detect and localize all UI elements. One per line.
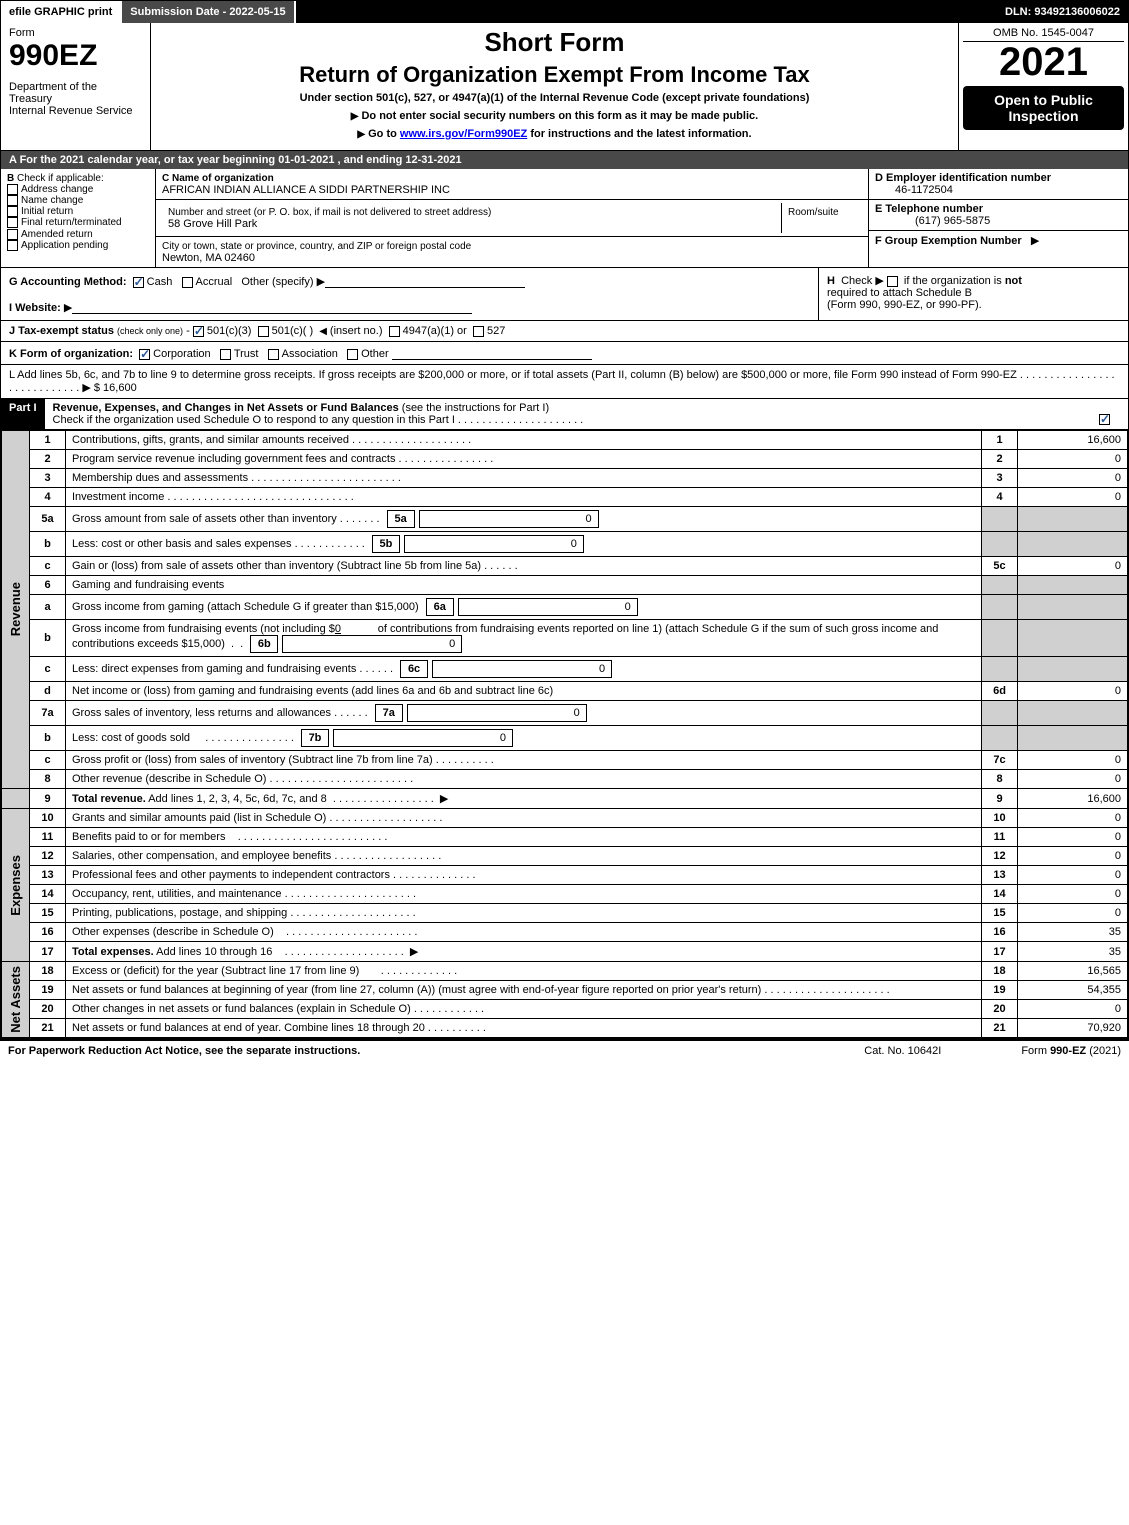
irs-link[interactable]: www.irs.gov/Form990EZ <box>400 128 527 140</box>
form-word: Form <box>9 27 142 39</box>
row-l: L Add lines 5b, 6c, and 7b to line 9 to … <box>1 365 1128 399</box>
org-name: AFRICAN INDIAN ALLIANCE A SIDDI PARTNERS… <box>162 184 450 196</box>
cb-name[interactable] <box>7 195 18 206</box>
form-container: efile GRAPHIC print Submission Date - 20… <box>0 0 1129 1039</box>
city-label: City or town, state or province, country… <box>162 241 471 252</box>
efile-print[interactable]: efile GRAPHIC print <box>1 1 122 23</box>
c-name-label: C Name of organization <box>162 173 274 184</box>
form-ref: Form 990-EZ (2021) <box>1021 1045 1121 1057</box>
cb-pending[interactable] <box>7 240 18 251</box>
cb-4947[interactable] <box>389 326 400 337</box>
form-number: 990EZ <box>9 39 142 73</box>
i-website-label: I Website: <box>9 302 61 314</box>
expenses-vlabel: Expenses <box>8 855 23 916</box>
part1-header: Part I Revenue, Expenses, and Changes in… <box>1 399 1128 430</box>
dept-treasury: Department of the Treasury Internal Reve… <box>9 81 142 117</box>
cb-accrual[interactable] <box>182 277 193 288</box>
row-a-period: A For the 2021 calendar year, or tax yea… <box>1 151 1128 169</box>
open-public-badge: Open to Public Inspection <box>963 86 1124 130</box>
instr-goto: Go to www.irs.gov/Form990EZ for instruct… <box>159 128 950 140</box>
submission-date: Submission Date - 2022-05-15 <box>122 1 295 23</box>
cb-assoc[interactable] <box>268 349 279 360</box>
instr-ssn: Do not enter social security numbers on … <box>159 110 950 122</box>
cb-final[interactable] <box>7 217 18 228</box>
under-section: Under section 501(c), 527, or 4947(a)(1)… <box>159 92 950 104</box>
return-title: Return of Organization Exempt From Incom… <box>159 62 950 88</box>
dln: DLN: 93492136006022 <box>997 1 1128 23</box>
cb-corp[interactable] <box>139 349 150 360</box>
street-label: Number and street (or P. O. box, if mail… <box>168 207 491 218</box>
g-label: G Accounting Method: <box>9 276 127 288</box>
cb-part1-scho[interactable] <box>1099 414 1110 425</box>
room-label: Room/suite <box>788 207 839 218</box>
website-input[interactable] <box>72 300 472 314</box>
paperwork-notice: For Paperwork Reduction Act Notice, see … <box>8 1045 360 1057</box>
row-j: J Tax-exempt status (check only one) - 5… <box>1 321 1128 342</box>
street: 58 Grove Hill Park <box>168 218 257 230</box>
tax-year: 2021 <box>963 42 1124 82</box>
col-d-ein: D Employer identification number 46-1172… <box>868 169 1128 267</box>
form-header: Form 990EZ Department of the Treasury In… <box>1 23 1128 151</box>
short-form-title: Short Form <box>159 27 950 58</box>
cb-h[interactable] <box>887 276 898 287</box>
part1-label: Part I <box>1 399 45 429</box>
tel-label: E Telephone number <box>875 203 983 215</box>
ein: 46-1172504 <box>875 184 953 196</box>
other-org-input[interactable] <box>392 346 592 360</box>
cb-cash[interactable] <box>133 277 144 288</box>
cb-501c[interactable] <box>258 326 269 337</box>
cb-initial[interactable] <box>7 206 18 217</box>
cb-trust[interactable] <box>220 349 231 360</box>
col-c-org: C Name of organization AFRICAN INDIAN AL… <box>156 169 868 267</box>
cb-amended[interactable] <box>7 229 18 240</box>
page-footer: For Paperwork Reduction Act Notice, see … <box>0 1039 1129 1061</box>
h-section: H Check ▶ if the organization is not req… <box>818 268 1128 320</box>
row-k: K Form of organization: Corporation Trus… <box>1 342 1128 365</box>
col-b-checkboxes: B Check if applicable: Address change Na… <box>1 169 156 267</box>
ein-label: D Employer identification number <box>875 172 1051 184</box>
section-bcd: B Check if applicable: Address change Na… <box>1 169 1128 268</box>
telephone: (617) 965-5875 <box>875 215 990 227</box>
group-label: F Group Exemption Number <box>875 235 1022 247</box>
cb-address[interactable] <box>7 184 18 195</box>
row-gh: G Accounting Method: Cash Accrual Other … <box>1 268 1128 321</box>
other-method-input[interactable] <box>325 274 525 288</box>
revenue-vlabel: Revenue <box>8 582 23 636</box>
netassets-vlabel: Net Assets <box>8 966 23 1033</box>
top-bar: efile GRAPHIC print Submission Date - 20… <box>1 1 1128 23</box>
cat-no: Cat. No. 10642I <box>864 1045 941 1057</box>
city: Newton, MA 02460 <box>162 252 255 264</box>
cb-other-org[interactable] <box>347 349 358 360</box>
lines-table: Revenue 1Contributions, gifts, grants, a… <box>1 430 1128 1038</box>
cb-501c3[interactable] <box>193 326 204 337</box>
cb-527[interactable] <box>473 326 484 337</box>
